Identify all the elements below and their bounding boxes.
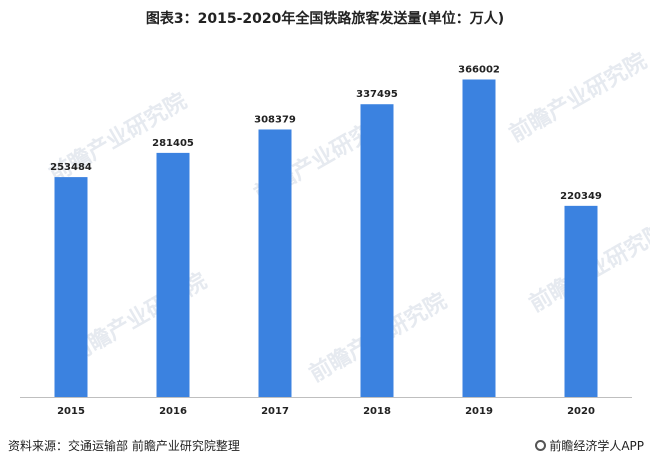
chart-title: 图表3：2015-2020年全国铁路旅客发送量(单位：万人) [145,11,505,27]
bar-2020 [564,205,598,397]
x-tick-label-2017: 2017 [261,406,289,417]
x-tick-label-2016: 2016 [159,406,187,417]
bar-2018 [360,104,394,398]
brand-logo-icon [535,440,547,451]
data-label-2016: 281405 [152,138,194,149]
data-label-2015: 253484 [50,162,92,173]
brand-label: 前瞻经济学人APP [549,439,644,453]
data-label-2020: 220349 [560,191,602,202]
data-label-2019: 366002 [458,64,500,75]
source-note: 资料来源：交通运输部 前瞻产业研究院整理 [8,439,240,453]
bar-2016 [156,152,190,397]
data-label-2017: 308379 [254,114,296,125]
bar-2017 [258,129,292,398]
bar-2019 [462,79,496,398]
x-tick-label-2019: 2019 [465,406,493,417]
x-tick-label-2020: 2020 [567,406,595,417]
x-tick-label-2015: 2015 [57,406,85,417]
data-label-2018: 337495 [356,89,398,100]
x-tick-label-2018: 2018 [363,406,391,417]
bar-2015 [54,177,88,397]
brand-credit: 前瞻经济学人APP [535,437,644,454]
